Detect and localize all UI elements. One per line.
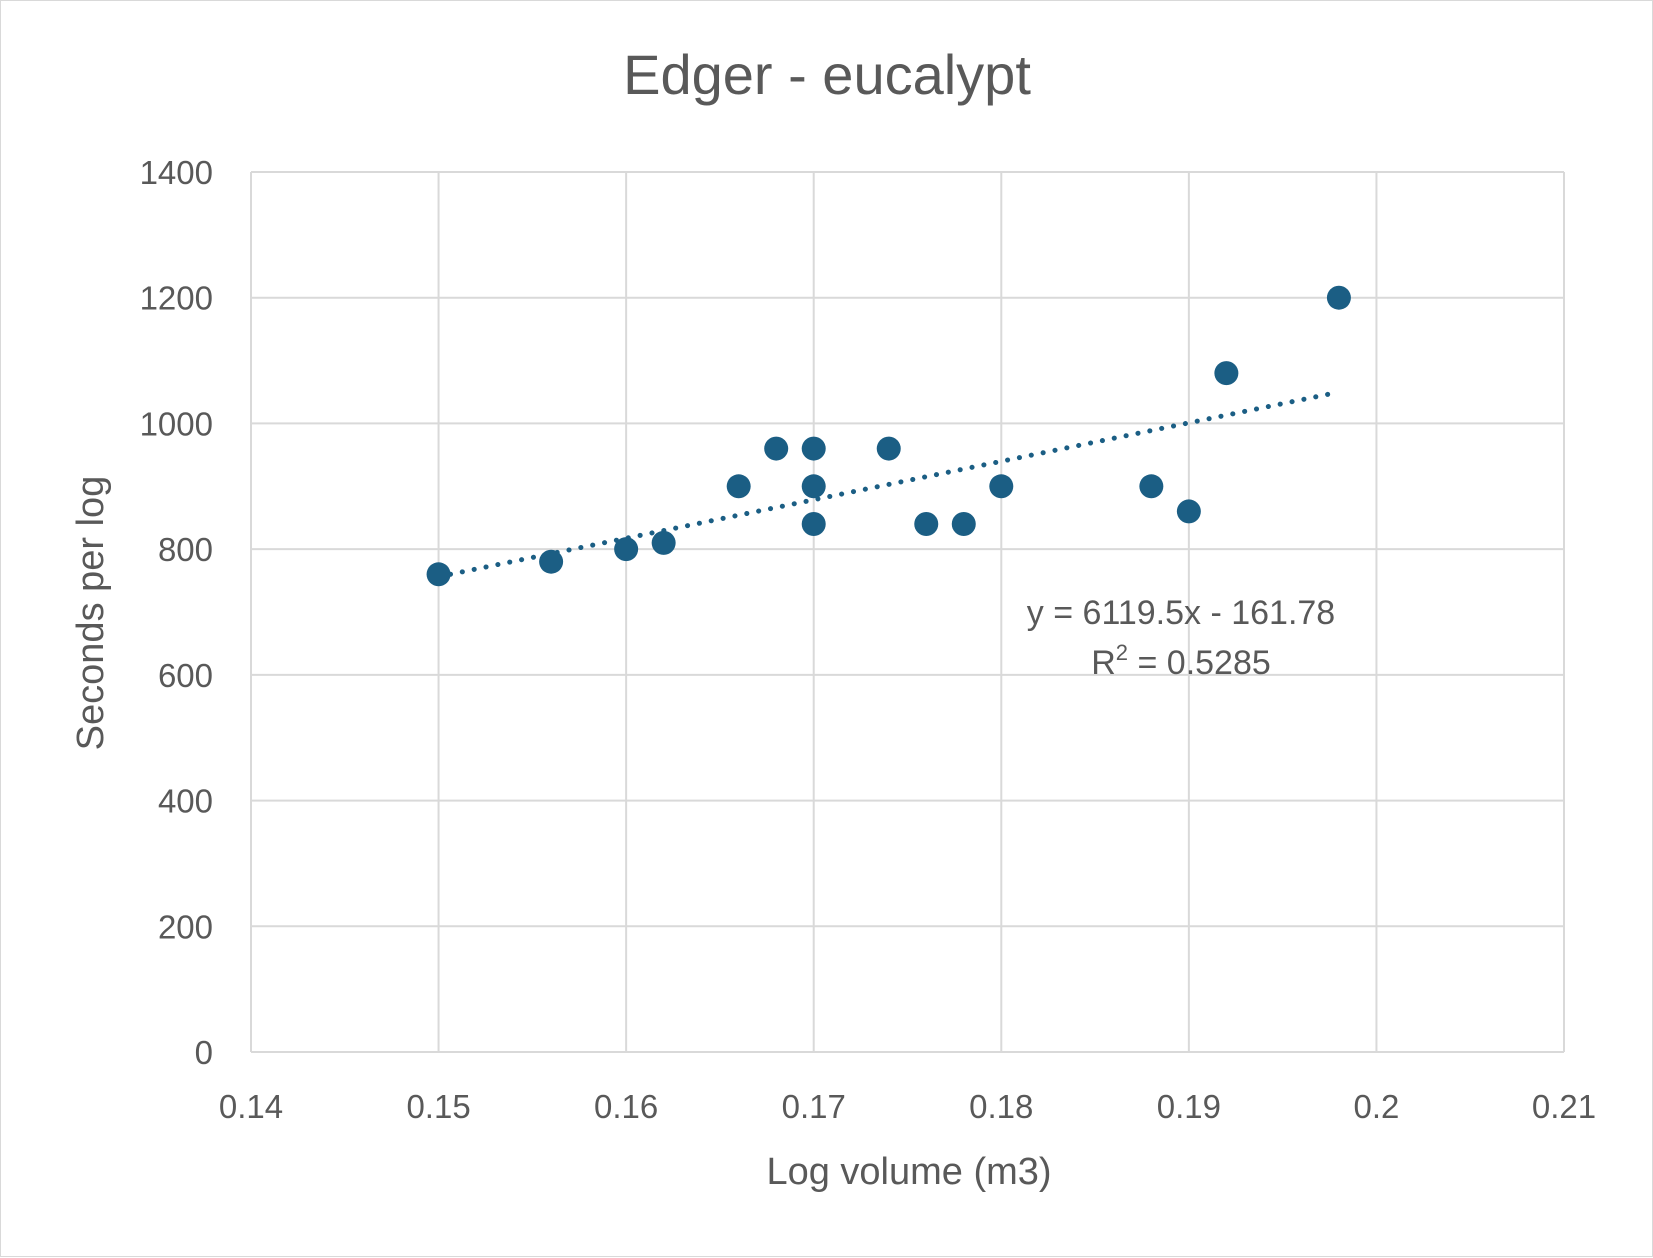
x-tick-label: 0.17 xyxy=(782,1088,846,1125)
y-tick-label: 1000 xyxy=(140,405,213,442)
data-point xyxy=(539,549,564,574)
x-tick-label: 0.21 xyxy=(1532,1088,1596,1125)
data-point xyxy=(801,436,826,461)
data-point xyxy=(951,512,976,536)
data-point xyxy=(651,530,676,555)
data-point xyxy=(876,436,901,461)
r-squared-prefix: R xyxy=(1091,644,1116,682)
y-tick-label: 400 xyxy=(158,783,213,820)
data-point xyxy=(989,474,1014,499)
y-axis-title: Seconds per log xyxy=(70,476,112,751)
linear-trendline xyxy=(436,389,1342,580)
x-axis-title: Log volume (m3) xyxy=(766,1151,1051,1193)
trendline-equation: y = 6119.5x - 161.78 xyxy=(1027,594,1335,632)
data-point xyxy=(801,512,826,536)
data-points xyxy=(426,285,1351,587)
data-point xyxy=(614,537,639,562)
data-point xyxy=(1214,361,1239,386)
data-point xyxy=(426,562,451,587)
r-squared-label: R2 = 0.5285 xyxy=(1091,640,1271,682)
r-squared-value: = 0.5285 xyxy=(1128,644,1271,682)
y-tick-label: 200 xyxy=(158,908,213,945)
chart-title: Edger - eucalypt xyxy=(623,43,1031,106)
data-point xyxy=(1326,285,1351,310)
data-point xyxy=(726,474,751,499)
x-tick-label: 0.2 xyxy=(1353,1088,1399,1125)
data-point xyxy=(1176,499,1201,524)
x-tick-label: 0.14 xyxy=(219,1088,283,1125)
tick-labels: 0.14 0.15 0.16 0.17 0.18 0.19 0.2 0.21 0 200 400 60… xyxy=(140,154,1597,1125)
grid-lines xyxy=(250,171,1565,1053)
r-squared-superscript: 2 xyxy=(1116,640,1128,665)
y-tick-label: 800 xyxy=(158,531,213,568)
x-tick-label: 0.16 xyxy=(594,1088,658,1125)
data-point xyxy=(914,512,939,536)
y-tick-label: 0 xyxy=(195,1034,213,1071)
y-tick-label: 1200 xyxy=(140,280,213,317)
x-tick-label: 0.19 xyxy=(1157,1088,1221,1125)
data-point xyxy=(801,474,826,499)
trendline-layer xyxy=(436,389,1342,580)
y-tick-label: 1400 xyxy=(140,154,213,191)
x-tick-label: 0.18 xyxy=(969,1088,1033,1125)
data-point xyxy=(1139,474,1164,499)
y-tick-label: 600 xyxy=(158,657,213,694)
x-tick-label: 0.15 xyxy=(406,1088,470,1125)
data-point xyxy=(764,436,789,461)
